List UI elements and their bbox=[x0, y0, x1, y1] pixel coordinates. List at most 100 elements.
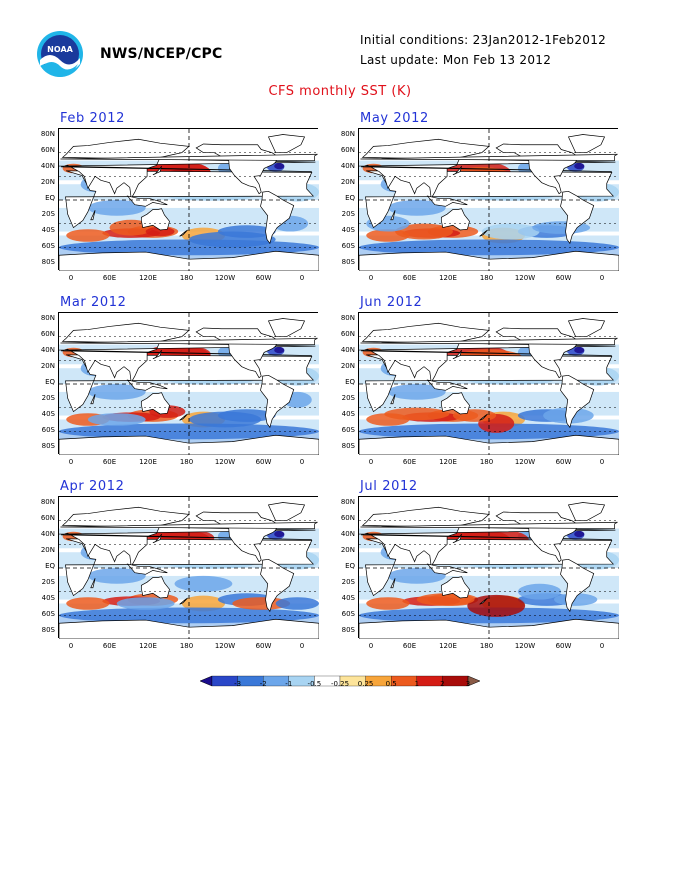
longitude-label: 0 bbox=[299, 642, 305, 650]
longitude-label: 180 bbox=[479, 458, 494, 466]
latitude-label: 60N bbox=[40, 514, 55, 522]
latitude-label: 60S bbox=[41, 426, 55, 434]
latitude-label: 40N bbox=[340, 346, 355, 354]
longitude-label: 0 bbox=[68, 274, 74, 282]
latitude-label: EQ bbox=[345, 194, 355, 202]
latitude-label: 60N bbox=[340, 146, 355, 154]
latitude-label: 80N bbox=[40, 498, 55, 506]
longitude-label: 180 bbox=[479, 274, 494, 282]
colorbar-tick-label: 0.5 bbox=[385, 680, 397, 688]
longitude-label: 60W bbox=[555, 642, 572, 650]
longitude-label: 60E bbox=[102, 642, 117, 650]
latitude-label: 40N bbox=[340, 162, 355, 170]
latitude-label: 60S bbox=[341, 426, 355, 434]
sst-anomaly-map bbox=[358, 312, 619, 455]
longitude-label: 120W bbox=[214, 642, 236, 650]
colorbar-min-arrow bbox=[200, 675, 213, 687]
colorbar-tick-label: 0.25 bbox=[357, 680, 374, 688]
longitude-label: 0 bbox=[368, 642, 374, 650]
agency-name: NWS/NCEP/CPC bbox=[100, 46, 223, 62]
longitude-label: 60E bbox=[402, 458, 417, 466]
longitude-label: 0 bbox=[368, 458, 374, 466]
latitude-label: 40S bbox=[341, 226, 355, 234]
latitude-label: 60S bbox=[41, 610, 55, 618]
longitude-label: 180 bbox=[179, 458, 194, 466]
sst-anomaly-map bbox=[58, 496, 319, 639]
longitude-label: 120E bbox=[439, 458, 457, 466]
last-update: Last update: Mon Feb 13 2012 bbox=[360, 53, 552, 67]
latitude-label: 20S bbox=[41, 578, 55, 586]
colorbar-tick-label: -0.5 bbox=[307, 680, 322, 688]
latitude-label: 40N bbox=[40, 530, 55, 538]
latitude-label: 60N bbox=[340, 330, 355, 338]
page-title: CFS monthly SST (K) bbox=[268, 84, 412, 99]
longitude-label: 0 bbox=[599, 274, 605, 282]
latitude-label: EQ bbox=[45, 194, 55, 202]
latitude-label: 40S bbox=[41, 226, 55, 234]
longitude-label: 120E bbox=[139, 642, 157, 650]
longitude-label: 60W bbox=[255, 642, 272, 650]
panel-title: May 2012 bbox=[360, 111, 429, 126]
latitude-label: 40S bbox=[341, 594, 355, 602]
colorbar-max-arrow bbox=[467, 675, 480, 687]
latitude-label: 80S bbox=[41, 442, 55, 450]
latitude-label: 40S bbox=[41, 594, 55, 602]
longitude-label: 180 bbox=[479, 642, 494, 650]
latitude-label: 80N bbox=[340, 314, 355, 322]
latitude-label: 80S bbox=[341, 258, 355, 266]
map-canvas bbox=[59, 129, 319, 271]
longitude-label: 60W bbox=[255, 458, 272, 466]
latitude-label: 60N bbox=[40, 330, 55, 338]
latitude-label: 80N bbox=[40, 130, 55, 138]
latitude-label: EQ bbox=[345, 562, 355, 570]
panel-title: Mar 2012 bbox=[60, 295, 127, 310]
color-scale-bar bbox=[200, 675, 480, 687]
map-canvas bbox=[359, 313, 619, 455]
latitude-label: EQ bbox=[45, 378, 55, 386]
longitude-label: 0 bbox=[599, 458, 605, 466]
latitude-label: 60N bbox=[40, 146, 55, 154]
longitude-label: 120E bbox=[439, 274, 457, 282]
panel-title: Jun 2012 bbox=[360, 295, 423, 310]
latitude-label: 80S bbox=[341, 442, 355, 450]
latitude-label: 40N bbox=[340, 530, 355, 538]
longitude-label: 0 bbox=[299, 458, 305, 466]
initial-conditions: Initial conditions: 23Jan2012-1Feb2012 bbox=[360, 33, 607, 47]
panel-title: Jul 2012 bbox=[360, 479, 418, 494]
longitude-label: 120E bbox=[139, 458, 157, 466]
colorbar-tick-label: -1 bbox=[285, 680, 293, 688]
latitude-label: EQ bbox=[45, 562, 55, 570]
longitude-label: 0 bbox=[68, 642, 74, 650]
latitude-label: 60S bbox=[41, 242, 55, 250]
colorbar-tick-label: 1 bbox=[414, 680, 420, 688]
latitude-label: 60S bbox=[341, 610, 355, 618]
latitude-label: 20S bbox=[41, 394, 55, 402]
latitude-label: 20S bbox=[341, 394, 355, 402]
colorbar-tick-label: 3 bbox=[465, 680, 471, 688]
latitude-label: 20N bbox=[340, 546, 355, 554]
latitude-label: 80N bbox=[40, 314, 55, 322]
longitude-label: 0 bbox=[299, 274, 305, 282]
latitude-label: 60S bbox=[341, 242, 355, 250]
latitude-label: 40N bbox=[40, 162, 55, 170]
sst-anomaly-map bbox=[58, 312, 319, 455]
colorbar-tick-label: -3 bbox=[234, 680, 242, 688]
longitude-label: 0 bbox=[368, 274, 374, 282]
latitude-label: 40S bbox=[41, 410, 55, 418]
latitude-label: 20S bbox=[341, 578, 355, 586]
colorbar-tick-label: -2 bbox=[259, 680, 267, 688]
longitude-label: 120W bbox=[514, 274, 536, 282]
map-canvas bbox=[59, 497, 319, 639]
longitude-label: 60W bbox=[255, 274, 272, 282]
sst-anomaly-map bbox=[358, 496, 619, 639]
colorbar-tick-label: 2 bbox=[440, 680, 445, 688]
latitude-label: 60N bbox=[340, 514, 355, 522]
latitude-label: EQ bbox=[345, 378, 355, 386]
longitude-label: 120E bbox=[439, 642, 457, 650]
latitude-label: 20S bbox=[41, 210, 55, 218]
latitude-label: 20N bbox=[40, 546, 55, 554]
longitude-label: 60E bbox=[102, 458, 117, 466]
sst-anomaly-map bbox=[358, 128, 619, 271]
colorbar-tick-label: -0.25 bbox=[330, 680, 350, 688]
map-canvas bbox=[359, 129, 619, 271]
